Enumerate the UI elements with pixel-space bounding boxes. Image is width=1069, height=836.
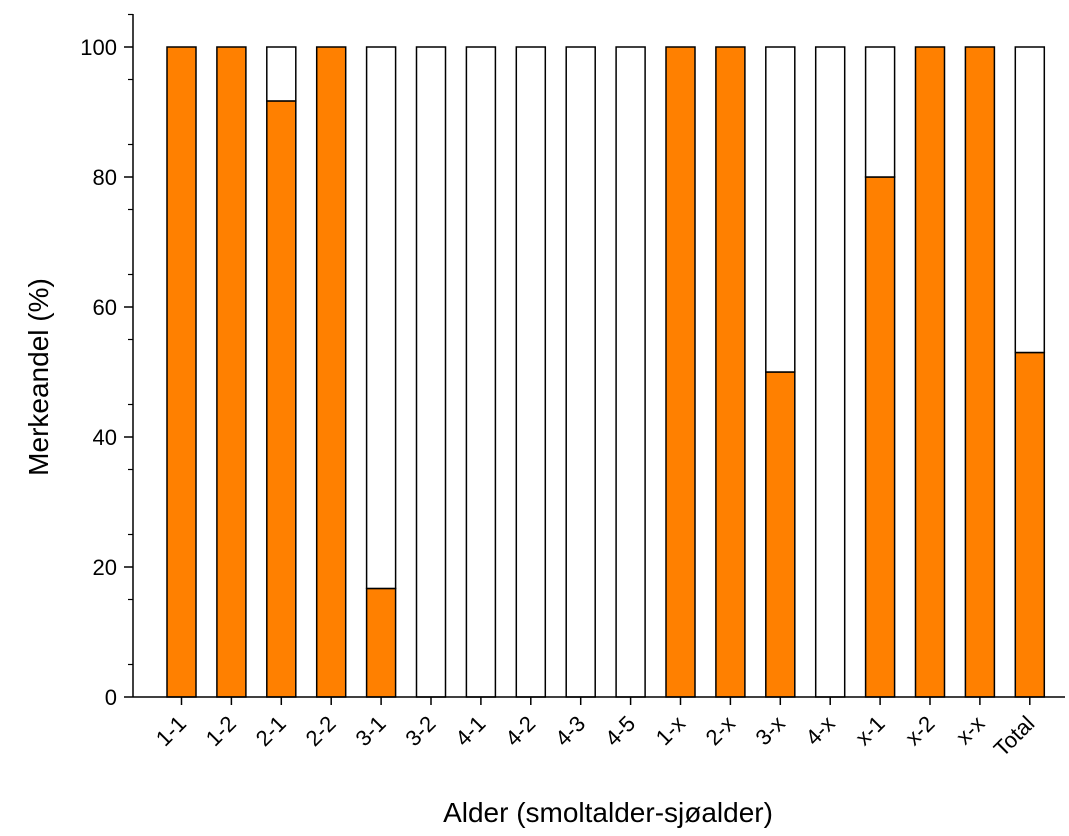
x-tick-label-2-2: 2-2 — [301, 711, 341, 751]
x-tick-label-4-3: 4-3 — [550, 711, 590, 751]
bar-2-2-tagged — [315, 46, 347, 698]
bar-2-x-tagged — [715, 46, 746, 698]
x-tick-label-4-2: 4-2 — [500, 711, 540, 751]
x-tick-label-4-x: 4-x — [800, 711, 839, 750]
y-tick-label-0: 0 — [105, 685, 117, 710]
x-tick-label-4-1: 4-1 — [450, 711, 490, 751]
y-tick-label-40: 40 — [93, 425, 117, 450]
bar-Total-untagged — [1014, 46, 1046, 354]
bar-1-x-tagged — [665, 46, 696, 698]
bar-4-5-untagged — [615, 46, 646, 698]
bar-x-2-tagged — [914, 46, 946, 698]
x-tick-label-3-2: 3-2 — [400, 711, 440, 751]
y-tick-label-20: 20 — [93, 555, 117, 580]
bar-x-1-untagged — [864, 46, 896, 178]
y-tick-label-60: 60 — [93, 295, 117, 320]
x-tick-label-x-x: x-x — [951, 711, 989, 749]
x-tick-label-3-1: 3-1 — [350, 711, 390, 751]
x-axis-title: Alder (smoltalder-sjøalder) — [443, 797, 773, 828]
x-tick-label-4-5: 4-5 — [600, 711, 640, 751]
bar-3-1-tagged — [365, 587, 397, 698]
bar-x-x-tagged — [964, 46, 996, 698]
x-tick-label-2-1: 2-1 — [251, 711, 291, 751]
bar-1-2-tagged — [216, 46, 247, 698]
bar-4-2-untagged — [515, 46, 547, 698]
x-tick-label-3-x: 3-x — [751, 711, 790, 750]
bar-Total-tagged — [1014, 351, 1046, 698]
bar-3-1-untagged — [365, 46, 397, 590]
x-tick-label-Total: Total — [989, 711, 1040, 762]
bar-3-x-untagged — [765, 46, 796, 373]
bar-x-1-tagged — [864, 176, 896, 698]
x-tick-label-1-x: 1-x — [651, 711, 690, 750]
bar-1-1-tagged — [166, 46, 197, 698]
x-tick-label-1-1: 1-1 — [151, 711, 191, 751]
bar-3-2-untagged — [415, 46, 447, 698]
y-axis-title: Merkeandel (%) — [23, 278, 54, 476]
y-tick-label-100: 100 — [80, 35, 117, 60]
x-tick-label-x-2: x-2 — [900, 711, 939, 750]
x-tick-label-1-2: 1-2 — [201, 711, 241, 751]
bar-3-x-tagged — [765, 371, 796, 698]
bar-2-1-untagged — [266, 46, 297, 102]
bar-4-3-untagged — [565, 46, 596, 698]
bar-2-1-tagged — [266, 100, 297, 698]
bar-4-x-untagged — [814, 46, 846, 698]
y-tick-label-80: 80 — [93, 165, 117, 190]
bar-4-1-untagged — [465, 46, 497, 698]
x-tick-label-x-1: x-1 — [850, 711, 889, 750]
x-tick-label-2-x: 2-x — [701, 711, 740, 750]
